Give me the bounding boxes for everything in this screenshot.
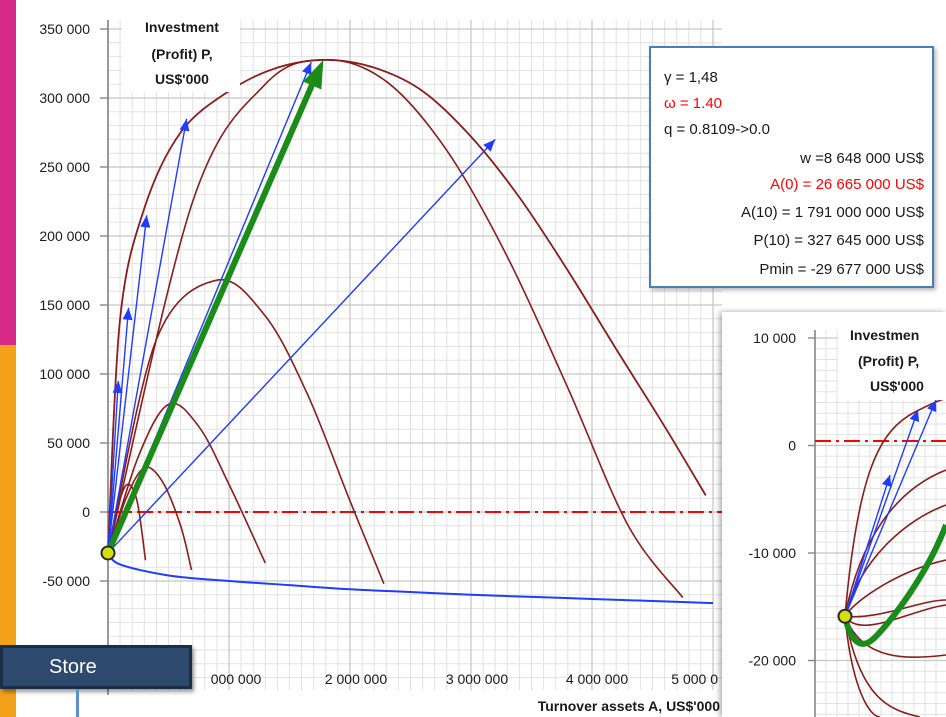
profit-parabola	[107, 59, 684, 599]
inset-y-tick-label: 10 000	[753, 330, 796, 346]
x-tick-label: 2 000 000	[325, 671, 387, 687]
y-tick-label: 150 000	[39, 297, 90, 313]
y-tick-label: -50 000	[43, 573, 91, 589]
investment-arrow	[107, 118, 188, 554]
inset-parabola	[844, 469, 946, 617]
main-x-axis-label: Turnover assets A, US$'000	[430, 694, 730, 717]
inset-optimal-path-arrow	[842, 523, 946, 647]
legend-gamma: γ = 1,48	[664, 69, 718, 86]
legend-a0: A(0) = 26 665 000 US$	[770, 176, 925, 193]
inset-y-tick-label: 0	[788, 438, 796, 454]
investment-arrow	[107, 138, 496, 554]
y-tick-label: 200 000	[39, 228, 90, 244]
x-tick-label: 3 000 000	[446, 671, 508, 687]
y-tick-label: 0	[82, 504, 90, 520]
inset-arrow	[844, 474, 891, 617]
inset-parabola	[844, 616, 881, 717]
x-tick-label: 000 000	[211, 671, 262, 687]
investment-arrow-head	[122, 307, 133, 321]
investment-arrow-head	[112, 380, 123, 394]
y-tick-label: 50 000	[47, 435, 90, 451]
legend-q: q = 0.8109->0.0	[664, 121, 770, 138]
x-tick-label: 4 000 000	[566, 671, 628, 687]
main-y-axis-label-line1: Investment	[145, 19, 219, 35]
inset-y-tick-label: -20 000	[749, 653, 797, 669]
profit-parabolas	[107, 59, 684, 599]
start-point	[100, 545, 116, 561]
envelope-curve	[107, 58, 707, 554]
profit-parabola	[107, 278, 385, 585]
parameter-legend-box: γ = 1,48 ω = 1.40 q = 0.8109->0.0 w =8 6…	[649, 46, 934, 288]
x-tick-label: 5 000 0	[671, 671, 718, 687]
investment-arrow-head	[302, 62, 312, 76]
inset-arrows	[844, 399, 937, 617]
lower-boundary-curve-line	[107, 552, 714, 605]
main-chart-x-tick-labels: 000 000 2 000 000 3 000 000 4 000 000 5 000 …	[211, 671, 719, 687]
inset-y-axis-label-line1: Investmen	[850, 327, 919, 343]
legend-omega: ω = 1.40	[664, 95, 722, 112]
y-tick-label: 300 000	[39, 90, 90, 106]
profit-parabola	[107, 466, 193, 571]
inset-chart: 10 000 0 -10 000 -20 000 Investmen (Profit)…	[722, 312, 946, 717]
y-tick-label: 250 000	[39, 159, 90, 175]
legend-pmin: Pmin = -29 677 000 US$	[759, 261, 924, 278]
inset-y-axis-label-line2: (Profit) P,	[858, 353, 919, 369]
legend-a10: A(10) = 1 791 000 000 US$	[741, 204, 925, 221]
investment-arrow-head	[483, 139, 496, 152]
inset-arrow-head	[909, 410, 920, 423]
inset-arrow-head	[927, 400, 937, 413]
inset-arrow-head	[881, 475, 892, 487]
profit-parabola	[107, 402, 267, 564]
start-point-marker	[100, 545, 116, 561]
inset-arrow	[844, 399, 937, 617]
store-button[interactable]: Store	[0, 645, 192, 689]
envelope-curve-line	[107, 58, 707, 554]
optimal-path-arrow-shaft	[105, 80, 317, 555]
y-tick-label: 350 000	[39, 21, 90, 37]
inset-y-axis-label-line3: US$'000	[870, 378, 924, 394]
inset-y-axis-label: Investmen (Profit) P, US$'000	[838, 322, 946, 400]
main-chart-y-tick-labels: 350 000 300 000 250 000 200 000 150 000 100 0…	[39, 21, 108, 589]
main-y-axis-label: Investment (Profit) P, US$'000	[122, 16, 240, 92]
legend-p10: P(10) = 327 645 000 US$	[753, 232, 924, 249]
left-accent-bar-orange	[0, 345, 16, 717]
optimal-path-arrow	[105, 59, 324, 555]
investment-arrow-head	[179, 118, 190, 132]
investment-arrow	[107, 307, 130, 554]
inset-parabola	[844, 616, 921, 717]
inset-arrow	[844, 409, 919, 617]
investment-arrow	[107, 215, 148, 554]
optimal-path-arrow-head	[303, 59, 324, 90]
y-tick-label: 100 000	[39, 366, 90, 382]
inset-chart-y-tick-labels: 10 000 0 -10 000 -20 000	[749, 330, 815, 669]
inset-start-point-marker	[837, 608, 853, 624]
inset-optimal-path-line	[842, 523, 946, 647]
investment-arrow-head	[140, 215, 151, 228]
inset-start-point	[837, 608, 853, 624]
left-accent-bar-pink	[0, 0, 16, 345]
store-handle[interactable]	[76, 689, 79, 717]
legend-w: w =8 648 000 US$	[799, 150, 924, 167]
main-y-axis-label-line2: (Profit) P,	[151, 46, 212, 62]
main-x-axis-label-text: Turnover assets A, US$'000	[538, 698, 721, 714]
main-y-axis-label-line3: US$'000	[155, 71, 209, 87]
lower-boundary-curve	[107, 552, 714, 605]
inset-y-tick-label: -10 000	[749, 545, 797, 561]
